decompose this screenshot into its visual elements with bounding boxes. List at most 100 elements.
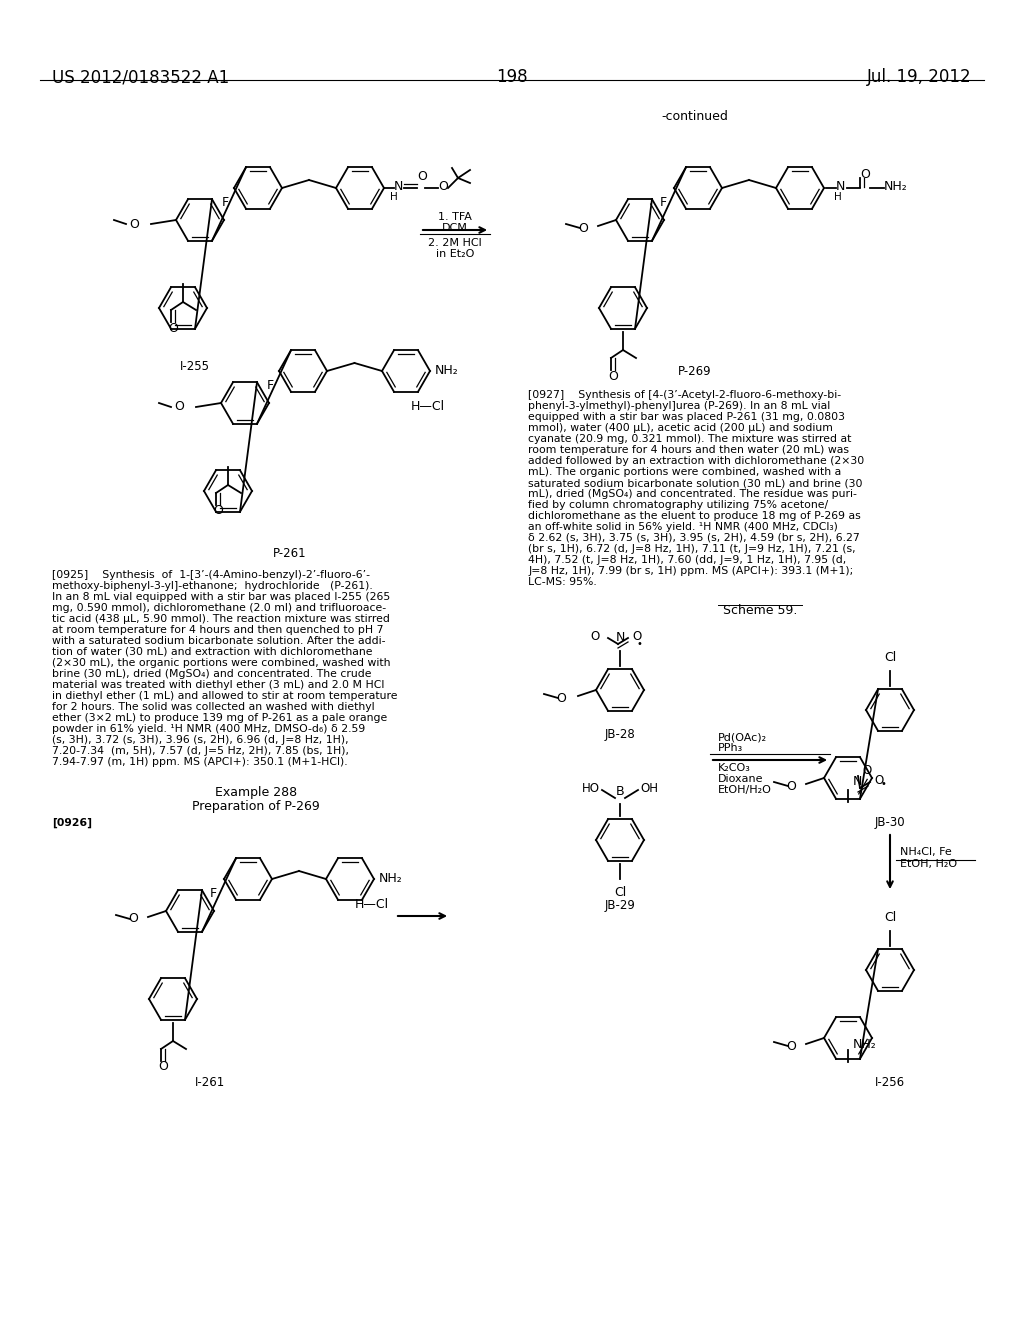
Text: O: O: [862, 763, 871, 776]
Text: 1. TFA: 1. TFA: [438, 213, 472, 222]
Text: N: N: [836, 181, 846, 194]
Text: ether (3×2 mL) to produce 139 mg of P-261 as a pale orange: ether (3×2 mL) to produce 139 mg of P-26…: [52, 713, 387, 723]
Text: [0925]    Synthesis  of  1-[3’-(4-Amino-benzyl)-2’-fluoro-6’-: [0925] Synthesis of 1-[3’-(4-Amino-benzy…: [52, 570, 370, 579]
Text: mg, 0.590 mmol), dichloromethane (2.0 ml) and trifluoroace-: mg, 0.590 mmol), dichloromethane (2.0 ml…: [52, 603, 386, 612]
Text: [0926]: [0926]: [52, 818, 92, 828]
Text: phenyl-3-ylmethyl)-phenyl]urea (P-269). In an 8 mL vial: phenyl-3-ylmethyl)-phenyl]urea (P-269). …: [528, 401, 830, 411]
Text: F: F: [267, 379, 274, 392]
Text: US 2012/0183522 A1: US 2012/0183522 A1: [52, 69, 229, 86]
Text: (s, 3H), 3.72 (s, 3H), 3.96 (s, 2H), 6.96 (d, J=8 Hz, 1H),: (s, 3H), 3.72 (s, 3H), 3.96 (s, 2H), 6.9…: [52, 735, 348, 744]
Text: O: O: [213, 504, 223, 517]
Text: mL), dried (MgSO₄) and concentrated. The residue was puri-: mL), dried (MgSO₄) and concentrated. The…: [528, 488, 857, 499]
Text: with a saturated sodium bicarbonate solution. After the addi-: with a saturated sodium bicarbonate solu…: [52, 636, 385, 645]
Text: material was treated with diethyl ether (3 mL) and 2.0 M HCl: material was treated with diethyl ether …: [52, 680, 384, 690]
Text: F: F: [222, 195, 229, 209]
Text: 2. 2M HCl: 2. 2M HCl: [428, 238, 482, 248]
Text: H—Cl: H—Cl: [355, 898, 389, 911]
Text: H: H: [390, 191, 398, 202]
Text: H: H: [835, 191, 842, 202]
Text: JB-28: JB-28: [604, 729, 635, 741]
Text: Preparation of P-269: Preparation of P-269: [193, 800, 319, 813]
Text: for 2 hours. The solid was collected an washed with diethyl: for 2 hours. The solid was collected an …: [52, 702, 375, 711]
Text: O: O: [786, 1040, 796, 1052]
Text: Pd(OAc)₂: Pd(OAc)₂: [718, 733, 767, 742]
Text: room temperature for 4 hours and then water (20 mL) was: room temperature for 4 hours and then wa…: [528, 445, 849, 455]
Text: O: O: [591, 630, 600, 643]
Text: methoxy-biphenyl-3-yl]-ethanone;  hydrochloride   (P-261).: methoxy-biphenyl-3-yl]-ethanone; hydroch…: [52, 581, 373, 591]
Text: O: O: [860, 168, 869, 181]
Text: I-255: I-255: [180, 360, 210, 374]
Text: NH₂: NH₂: [379, 871, 402, 884]
Text: H—Cl: H—Cl: [411, 400, 445, 412]
Text: fied by column chromatography utilizing 75% acetone/: fied by column chromatography utilizing …: [528, 500, 828, 510]
Text: J=8 Hz, 1H), 7.99 (br s, 1H) ppm. MS (APCI+): 393.1 (M+1);: J=8 Hz, 1H), 7.99 (br s, 1H) ppm. MS (AP…: [528, 566, 853, 576]
Text: EtOH, H₂O: EtOH, H₂O: [900, 859, 957, 869]
Text: NH₂: NH₂: [435, 363, 459, 376]
Text: Jul. 19, 2012: Jul. 19, 2012: [867, 69, 972, 86]
Text: δ 2.62 (s, 3H), 3.75 (s, 3H), 3.95 (s, 2H), 4.59 (br s, 2H), 6.27: δ 2.62 (s, 3H), 3.75 (s, 3H), 3.95 (s, 2…: [528, 533, 860, 543]
Text: Cl: Cl: [884, 911, 896, 924]
Text: NH₂: NH₂: [884, 181, 907, 194]
Text: O: O: [129, 218, 139, 231]
Text: NH₂: NH₂: [853, 1038, 877, 1051]
Text: O: O: [168, 322, 178, 334]
Text: tion of water (30 mL) and extraction with dichloromethane: tion of water (30 mL) and extraction wit…: [52, 647, 373, 657]
Text: an off-white solid in 56% yield. ¹H NMR (400 MHz, CDCl₃): an off-white solid in 56% yield. ¹H NMR …: [528, 521, 838, 532]
Text: equipped with a stir bar was placed P-261 (31 mg, 0.0803: equipped with a stir bar was placed P-26…: [528, 412, 845, 422]
Text: P-269: P-269: [678, 366, 712, 378]
Text: dichloromethane as the eluent to produce 18 mg of P-269 as: dichloromethane as the eluent to produce…: [528, 511, 861, 521]
Text: F: F: [660, 195, 667, 209]
Text: (2×30 mL), the organic portions were combined, washed with: (2×30 mL), the organic portions were com…: [52, 657, 390, 668]
Text: O: O: [874, 774, 884, 787]
Text: Example 288: Example 288: [215, 785, 297, 799]
Text: JB-29: JB-29: [604, 899, 636, 912]
Text: Scheme 59.: Scheme 59.: [723, 605, 798, 616]
Text: O: O: [128, 912, 138, 925]
Text: O: O: [632, 630, 641, 643]
Text: [0927]    Synthesis of [4-(3’-Acetyl-2-fluoro-6-methoxy-bi-: [0927] Synthesis of [4-(3’-Acetyl-2-fluo…: [528, 389, 841, 400]
Text: 198: 198: [497, 69, 527, 86]
Text: In an 8 mL vial equipped with a stir bar was placed I-255 (265: In an 8 mL vial equipped with a stir bar…: [52, 591, 390, 602]
Text: NH₄Cl, Fe: NH₄Cl, Fe: [900, 847, 951, 857]
Text: O: O: [174, 400, 184, 413]
Text: mmol), water (400 μL), acetic acid (200 μL) and sodium: mmol), water (400 μL), acetic acid (200 …: [528, 422, 833, 433]
Text: I-261: I-261: [195, 1076, 225, 1089]
Text: O: O: [158, 1060, 168, 1073]
Text: O: O: [556, 692, 566, 705]
Text: N: N: [853, 775, 862, 788]
Text: N: N: [615, 631, 625, 644]
Text: O: O: [579, 222, 588, 235]
Text: 7.20-7.34  (m, 5H), 7.57 (d, J=5 Hz, 2H), 7.85 (bs, 1H),: 7.20-7.34 (m, 5H), 7.57 (d, J=5 Hz, 2H),…: [52, 746, 349, 756]
Text: JB-30: JB-30: [874, 816, 905, 829]
Text: in Et₂O: in Et₂O: [436, 249, 474, 259]
Text: tic acid (438 μL, 5.90 mmol). The reaction mixture was stirred: tic acid (438 μL, 5.90 mmol). The reacti…: [52, 614, 390, 624]
Text: 4H), 7.52 (t, J=8 Hz, 1H), 7.60 (dd, J=9, 1 Hz, 1H), 7.95 (d,: 4H), 7.52 (t, J=8 Hz, 1H), 7.60 (dd, J=9…: [528, 554, 846, 565]
Text: O: O: [417, 169, 427, 182]
Text: cyanate (20.9 mg, 0.321 mmol). The mixture was stirred at: cyanate (20.9 mg, 0.321 mmol). The mixtu…: [528, 434, 851, 444]
Text: (br s, 1H), 6.72 (d, J=8 Hz, 1H), 7.11 (t, J=9 Hz, 1H), 7.21 (s,: (br s, 1H), 6.72 (d, J=8 Hz, 1H), 7.11 (…: [528, 544, 856, 554]
Text: O: O: [608, 370, 617, 383]
Text: LC-MS: 95%.: LC-MS: 95%.: [528, 577, 597, 587]
Text: at room temperature for 4 hours and then quenched to pH 7: at room temperature for 4 hours and then…: [52, 624, 384, 635]
Text: -continued: -continued: [662, 110, 728, 123]
Text: PPh₃: PPh₃: [718, 743, 743, 752]
Text: F: F: [210, 887, 217, 900]
Text: P-261: P-261: [273, 546, 307, 560]
Text: Cl: Cl: [884, 651, 896, 664]
Text: Dioxane: Dioxane: [718, 774, 764, 784]
Text: I-256: I-256: [874, 1076, 905, 1089]
Text: in diethyl ether (1 mL) and allowed to stir at room temperature: in diethyl ether (1 mL) and allowed to s…: [52, 690, 397, 701]
Text: EtOH/H₂O: EtOH/H₂O: [718, 785, 772, 795]
Text: DCM: DCM: [442, 223, 468, 234]
Text: K₂CO₃: K₂CO₃: [718, 763, 751, 774]
Text: OH: OH: [640, 781, 658, 795]
Text: mL). The organic portions were combined, washed with a: mL). The organic portions were combined,…: [528, 467, 842, 477]
Text: •: •: [880, 779, 886, 789]
Text: added followed by an extraction with dichloromethane (2×30: added followed by an extraction with dic…: [528, 455, 864, 466]
Text: B: B: [615, 785, 625, 799]
Text: brine (30 mL), dried (MgSO₄) and concentrated. The crude: brine (30 mL), dried (MgSO₄) and concent…: [52, 669, 372, 678]
Text: O: O: [438, 181, 447, 194]
Text: HO: HO: [582, 781, 600, 795]
Text: powder in 61% yield. ¹H NMR (400 MHz, DMSO-d₆) δ 2.59: powder in 61% yield. ¹H NMR (400 MHz, DM…: [52, 723, 366, 734]
Text: O: O: [786, 780, 796, 792]
